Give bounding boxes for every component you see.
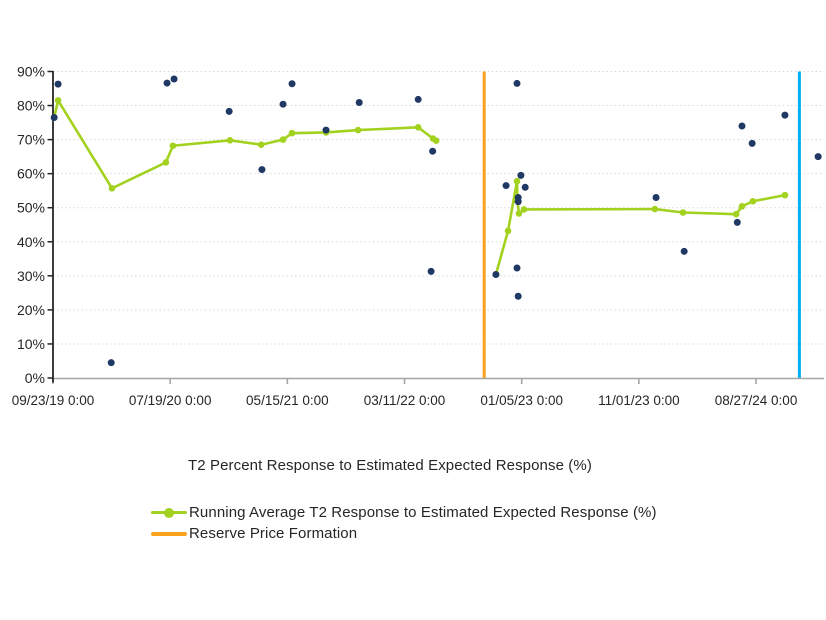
scatter-point — [680, 247, 688, 255]
legend-item-reserve-price-formation: Reserve Price Formation — [151, 523, 711, 544]
running-average-marker — [226, 136, 234, 144]
x-axis-tick-label: 03/11/22 0:00 — [364, 393, 446, 408]
scatter-point — [163, 79, 171, 87]
scatter-point — [170, 75, 178, 83]
y-axis-tick-label: 0% — [25, 370, 45, 386]
scatter-point — [107, 359, 115, 367]
chart-legend: Running Average T2 Response to Estimated… — [151, 502, 711, 544]
running-average-marker — [738, 203, 746, 210]
scatter-point — [50, 113, 58, 121]
legend-label-running-average: Running Average T2 Response to Estimated… — [189, 504, 657, 521]
scatter-point — [492, 270, 500, 278]
y-axis-tick-label: 90% — [17, 64, 45, 80]
scatter-point — [279, 100, 287, 108]
legend-label-reserve-price-formation: Reserve Price Formation — [189, 525, 358, 542]
running-average-marker — [108, 185, 116, 192]
running-average-marker — [169, 142, 177, 150]
running-average-marker — [679, 209, 687, 216]
y-axis-tick-label: 50% — [17, 200, 45, 216]
y-axis-tick-label: 30% — [17, 268, 45, 284]
scatter-point — [652, 194, 660, 202]
running-average-marker — [749, 197, 757, 205]
scatter-point — [225, 107, 233, 115]
chart-area: 0% 10% 20% 30% 40% 50% 60% 70% 80% 90% 09/23/19 0:… — [12, 64, 824, 408]
running-average-line — [52, 99, 438, 190]
scatter-point — [517, 171, 525, 179]
scatter-point — [738, 122, 746, 130]
scatter-point — [513, 79, 521, 87]
running-average-marker — [432, 137, 440, 144]
x-axis-tick-label: 09/23/19 0:00 — [12, 393, 95, 408]
scatter-point — [521, 183, 529, 191]
chart-title: T2 Percent Response to Estimated Expecte… — [188, 457, 592, 474]
running-average-marker — [279, 136, 287, 143]
x-axis-tick-label: 01/05/23 0:00 — [480, 393, 563, 408]
running-average-marker — [162, 159, 170, 166]
y-axis-tick-label: 10% — [17, 336, 45, 352]
scatter-point — [355, 98, 363, 106]
scatter-point — [514, 198, 522, 206]
scatter-point — [781, 111, 789, 119]
running-average-marker — [504, 227, 512, 235]
scatter-point — [733, 218, 741, 226]
legend-item-running-average: Running Average T2 Response to Estimated… — [151, 502, 711, 523]
y-axis-tick-label: 70% — [17, 132, 45, 148]
scatter-point — [514, 292, 522, 300]
y-axis-tick-label: 20% — [17, 302, 45, 318]
y-axis-tick-label: 40% — [17, 234, 45, 250]
running-average-marker — [513, 177, 521, 185]
running-average-marker — [288, 129, 296, 137]
running-average-marker — [257, 141, 265, 149]
running-average-marker — [54, 97, 62, 104]
scatter-point — [748, 139, 756, 147]
running-average-line — [494, 179, 787, 276]
scatter-point — [288, 80, 296, 88]
x-axis-tick-label: 07/19/20 0:00 — [129, 393, 212, 408]
reserve-price-line-icon — [151, 523, 187, 544]
running-average-marker — [414, 124, 422, 131]
running-average-marker — [515, 210, 523, 217]
x-axis-tick-label: 08/27/24 0:00 — [715, 393, 798, 408]
scatter-point — [502, 182, 510, 190]
running-average-marker — [781, 191, 789, 199]
x-axis-tick-label: 11/01/23 0:00 — [598, 393, 680, 408]
x-axis-tick-label: 05/15/21 0:00 — [246, 393, 329, 408]
y-axis-tick-label: 60% — [17, 166, 45, 182]
y-axis-tick-label: 80% — [17, 98, 45, 114]
running-average-marker — [520, 206, 528, 213]
scatter-point — [814, 153, 822, 161]
scatter-point — [414, 95, 422, 103]
scatter-line-chart: 0% 10% 20% 30% 40% 50% 60% 70% 80% 90% 09/23/19 0:… — [12, 64, 824, 408]
running-average-marker — [354, 126, 362, 134]
scatter-point — [258, 166, 266, 174]
scatter-point — [322, 126, 330, 134]
scatter-point — [427, 267, 435, 275]
running-average-marker — [651, 205, 659, 213]
running-average-line-marker-icon — [151, 502, 187, 523]
scatter-point — [429, 147, 437, 155]
running-average-marker — [732, 210, 740, 218]
scatter-point — [54, 80, 62, 88]
scatter-point — [513, 264, 521, 272]
